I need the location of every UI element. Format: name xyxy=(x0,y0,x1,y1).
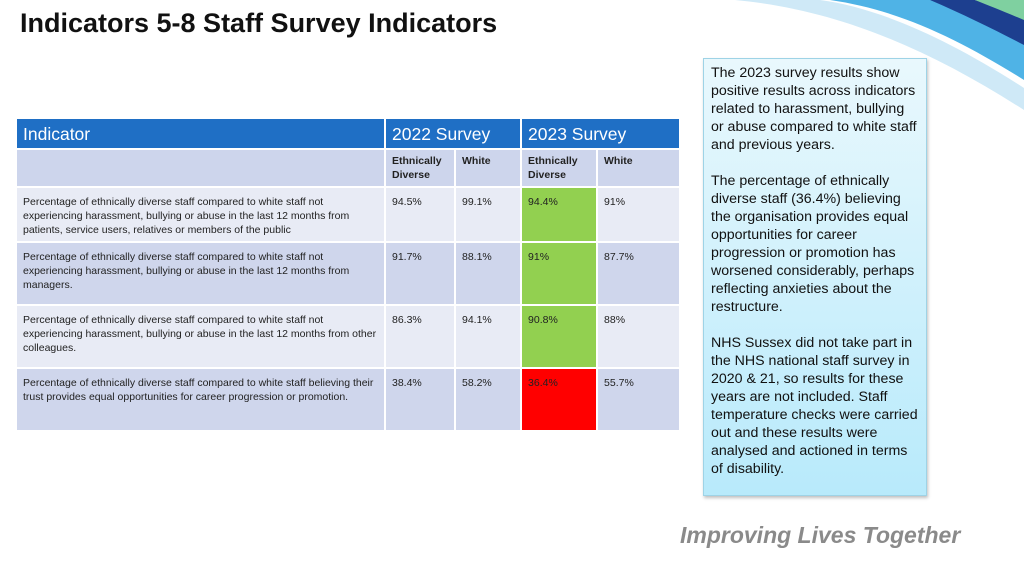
value-cell: 91% xyxy=(520,241,599,306)
header-cell: 2022 Survey xyxy=(383,117,523,150)
value-cell: 88.1% xyxy=(453,241,523,306)
footer-tagline: Improving Lives Together xyxy=(680,522,961,548)
data-row: Percentage of ethnically diverse staff c… xyxy=(15,367,682,432)
indicator-cell: Percentage of ethnically diverse staff c… xyxy=(15,241,386,306)
note-paragraph: NHS Sussex did not take part in the NHS … xyxy=(711,335,918,477)
value-cell: 91.7% xyxy=(384,241,456,306)
header-cell: 2023 Survey xyxy=(520,117,682,150)
value-cell: 90.8% xyxy=(520,304,599,369)
value-cell: 38.4% xyxy=(384,367,456,432)
decoration xyxy=(735,0,1024,110)
value-cell: 86.3% xyxy=(384,304,456,369)
subheader-cell: White xyxy=(596,148,682,188)
indicator-table: Indicator 2022 Survey 2023 Survey Ethnicall… xyxy=(15,117,682,432)
value-cell: 58.2% xyxy=(453,367,523,432)
indicator-cell: Percentage of ethnically diverse staff c… xyxy=(15,186,386,243)
data-row: Percentage of ethnically diverse staff c… xyxy=(15,304,682,369)
indicator-cell: Percentage of ethnically diverse staff c… xyxy=(15,367,386,432)
note-paragraph: The percentage of ethnically diverse sta… xyxy=(711,173,915,315)
value-cell: 94.4% xyxy=(520,186,599,243)
value-cell: 94.1% xyxy=(453,304,523,369)
value-cell: 87.7% xyxy=(596,241,682,306)
commentary-box: The 2023 survey results show positive re… xyxy=(703,58,927,496)
indicator-cell: Percentage of ethnically diverse staff c… xyxy=(15,304,386,369)
header-row: Indicator 2022 Survey 2023 Survey xyxy=(15,117,682,150)
value-cell: 55.7% xyxy=(596,367,682,432)
note-paragraph: The 2023 survey results show positive re… xyxy=(711,65,917,153)
subheader-cell xyxy=(15,148,386,188)
data-row: Percentage of ethnically diverse staff c… xyxy=(15,186,682,243)
value-cell: 88% xyxy=(596,304,682,369)
data-row: Percentage of ethnically diverse staff c… xyxy=(15,241,682,306)
subheader-cell: White xyxy=(453,148,523,188)
header-cell: Indicator xyxy=(15,117,386,150)
subheader-row: Ethnically Diverse White Ethnically Divers… xyxy=(15,148,682,188)
subheader-cell: Ethnically Diverse xyxy=(520,148,599,188)
subheader-cell: Ethnically Diverse xyxy=(384,148,456,188)
slide-title: Indicators 5-8 Staff Survey Indicators xyxy=(20,8,498,38)
value-cell: 94.5% xyxy=(384,186,456,243)
value-cell: 36.4% xyxy=(520,367,599,432)
value-cell: 91% xyxy=(596,186,682,243)
value-cell: 99.1% xyxy=(453,186,523,243)
